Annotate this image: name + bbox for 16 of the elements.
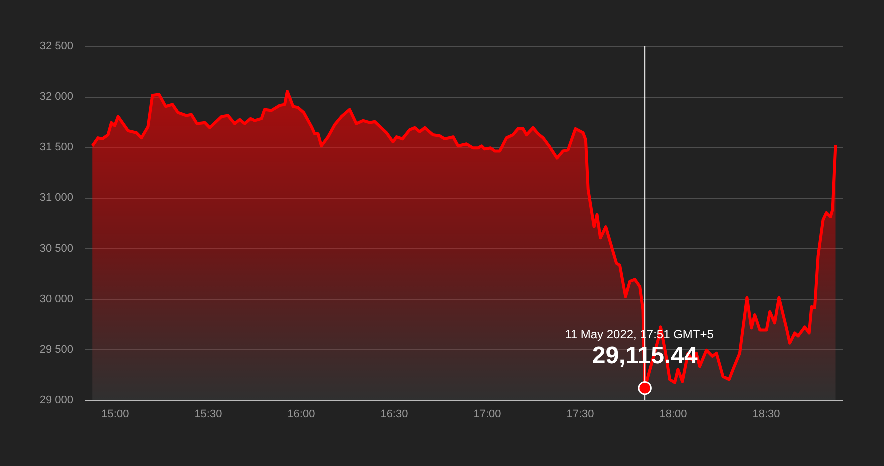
y-tick-label: 29 000 — [40, 394, 74, 406]
y-tick-label: 32 000 — [40, 91, 74, 104]
x-tick-label: 17:30 — [566, 408, 594, 420]
x-tick-label: 18:00 — [660, 408, 688, 420]
y-tick-label: 29 500 — [40, 344, 74, 356]
x-tick-label: 17:00 — [474, 408, 502, 420]
x-tick-label: 15:00 — [102, 408, 130, 420]
y-tick-label: 32 500 — [40, 40, 74, 52]
x-tick-label: 18:30 — [752, 408, 780, 420]
y-tick-label: 30 500 — [40, 242, 74, 255]
y-tick-label: 31 500 — [40, 142, 74, 154]
x-tick-label: 16:30 — [380, 408, 408, 420]
y-tick-label: 30 000 — [40, 293, 74, 306]
y-tick-label: 31 000 — [40, 192, 74, 204]
x-tick-label: 15:30 — [194, 408, 222, 420]
x-tick-label: 16:00 — [288, 408, 316, 420]
